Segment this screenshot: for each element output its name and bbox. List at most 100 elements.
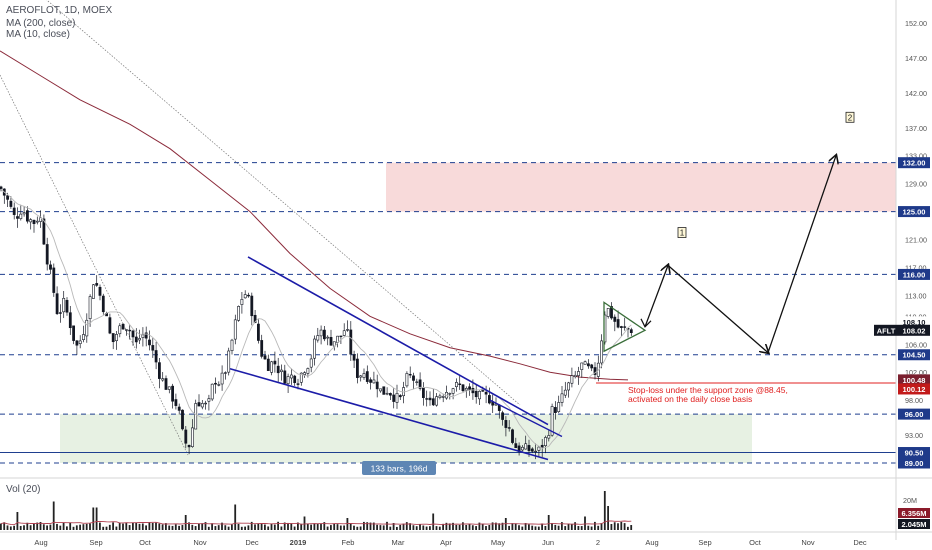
volume-legend[interactable]: Vol (20) [6, 484, 41, 495]
volume-bar [475, 526, 477, 530]
candle-body [260, 340, 264, 357]
volume-bar [597, 525, 600, 530]
volume-bar [458, 524, 461, 530]
level-badge-6: 89.00 [905, 459, 924, 468]
candle-body [75, 340, 79, 346]
volume-bar [254, 524, 256, 530]
volume-bar [52, 501, 55, 530]
candle-body [590, 364, 594, 369]
candle-body [352, 354, 356, 361]
volume-bar [409, 523, 411, 530]
volume-bar [491, 522, 494, 530]
volume-bar [465, 524, 468, 530]
price-tick-0: 152.00 [905, 19, 927, 28]
volume-bar [531, 525, 534, 530]
volume-bar [521, 526, 524, 530]
volume-bar [283, 522, 286, 530]
volume-bar [191, 524, 194, 530]
volume-bar [161, 524, 164, 530]
volume-bar [46, 525, 48, 530]
candle-body [128, 329, 132, 332]
volume-bar [36, 522, 39, 530]
level-badge-5-bg [898, 447, 930, 459]
volume-bar [165, 523, 167, 530]
level-badge-3: 104.50 [903, 351, 926, 360]
level-badge-0-bg [898, 157, 930, 169]
volume-bar [145, 525, 147, 530]
volume-bar [132, 522, 134, 530]
candle-body [263, 355, 267, 360]
volume-bar [250, 521, 253, 530]
time-tick-11: 2 [596, 538, 600, 547]
candle-body [319, 329, 323, 337]
volume-bar [303, 516, 306, 530]
volume-bar [627, 526, 629, 530]
candle-body [243, 294, 247, 299]
candle-body [92, 284, 95, 299]
volume-bar [336, 524, 339, 530]
candle-body [332, 341, 336, 347]
ma200-legend[interactable]: MA (200, close) [6, 18, 76, 29]
candle-body [171, 385, 175, 402]
volume-bar [462, 522, 464, 530]
volume-bar [105, 526, 108, 530]
volume-bar [85, 523, 88, 530]
candle-body [144, 332, 148, 339]
candle-body [511, 429, 514, 443]
projection-arrow-start [640, 318, 652, 328]
candle-body [560, 393, 564, 403]
candle-body [187, 444, 191, 448]
volume-bar [201, 523, 204, 530]
candle-body [375, 381, 379, 390]
volume-bar [214, 526, 217, 530]
time-tick-9: May [491, 538, 505, 547]
volume-bar [267, 526, 270, 530]
candle-body [49, 264, 52, 270]
candle-body [336, 335, 340, 343]
time-tick-5: 2019 [290, 538, 307, 547]
candle-body [544, 437, 547, 446]
ma10-legend[interactable]: MA (10, close) [6, 29, 70, 40]
volume-bar [620, 521, 623, 530]
candle-body [131, 330, 135, 338]
candle-body [570, 375, 574, 384]
candle-body [280, 369, 283, 373]
volume-bar [537, 526, 540, 530]
candle-body [72, 325, 76, 341]
candle-body [613, 316, 617, 322]
volume-bar [316, 523, 319, 530]
candle-body [125, 329, 128, 331]
level-badge-5: 90.50 [905, 449, 924, 458]
volume-bar [330, 525, 332, 530]
volume-bar [574, 522, 576, 530]
volume-bar [155, 522, 157, 530]
candle-body [167, 386, 171, 390]
candle-body [316, 335, 320, 341]
candle-body [474, 390, 478, 398]
candle-body [365, 371, 369, 382]
volume-bar [128, 525, 131, 530]
volume-bar [227, 526, 230, 530]
volume-bar [435, 526, 438, 530]
time-tick-4: Dec [245, 538, 259, 547]
ma10-line [0, 188, 632, 449]
volume-bar [277, 521, 279, 530]
volume-bar [108, 524, 111, 530]
candle-body [355, 358, 359, 378]
volume-bar [356, 526, 359, 530]
volume-bar [300, 523, 303, 530]
volume-bar [405, 522, 408, 530]
stoploss-annotation-line2: activated on the daily close basis [628, 394, 752, 404]
volume-bar [6, 525, 9, 530]
volume-bar [419, 524, 421, 530]
candle-body [392, 394, 396, 402]
volume-bar [264, 524, 266, 530]
volume-bar [402, 523, 405, 530]
price-tick-7: 121.00 [905, 236, 927, 245]
ma200-badge: 100.48 [903, 376, 926, 385]
long-trendline-lower [0, 74, 189, 456]
candle-body [567, 382, 571, 391]
volume-bar [333, 523, 336, 530]
candle-body [296, 383, 300, 385]
